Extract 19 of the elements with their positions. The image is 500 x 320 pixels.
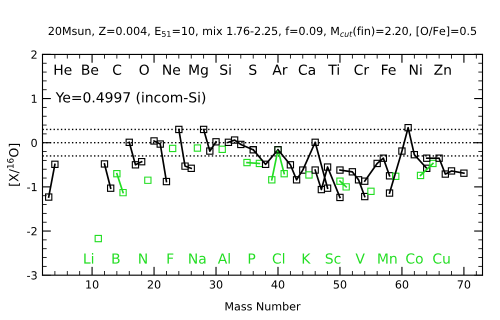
y-axis-title: [X/$^{16}$O] <box>7 144 20 186</box>
x-tick-label: 20 <box>148 280 160 289</box>
x-axis-title: Mass Number <box>226 302 301 311</box>
x-tick-label: 70 <box>458 280 470 289</box>
x-tick-label: 40 <box>271 280 284 289</box>
x-tick-label: 50 <box>334 280 346 289</box>
chart-title: 20Msun, Z=0.004, E$_{51}$=10, mix 1.76-2.25, f=0.09, M$_{cut}$(fin)=2.20, [O/Fe]=0.5 <box>48 26 476 37</box>
y-tick-label: 0 <box>31 138 37 148</box>
x-tick-label: 60 <box>396 280 408 289</box>
y-tick-label: -2 <box>27 227 37 236</box>
text: He Be C O Ne Mg Si S Ar Ca Ti Cr Fe Ni Zn <box>54 64 451 78</box>
y-tick-label: -3 <box>27 271 37 280</box>
x-tick-label: 10 <box>86 280 98 289</box>
x-tick-label: 30 <box>210 280 222 289</box>
y-tick-label: -1 <box>27 183 37 192</box>
text: Li B N F Na Al P Cl K Sc V Mn Co Cu <box>84 253 450 264</box>
y-tick-label: 1 <box>32 94 37 103</box>
annotation: Ye=0.4997 (incom-Si) <box>56 92 206 104</box>
y-tick-label: 2 <box>31 50 37 59</box>
